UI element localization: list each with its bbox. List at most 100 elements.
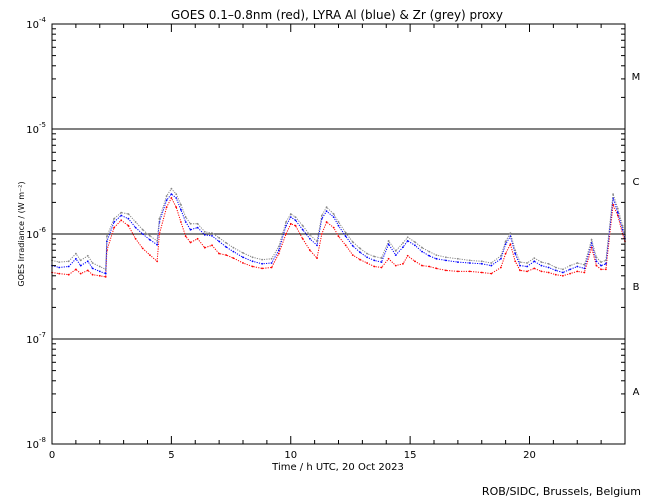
series-point xyxy=(225,254,228,256)
series-point xyxy=(232,246,235,249)
series-point xyxy=(170,197,173,199)
series-point xyxy=(67,260,70,263)
series-point xyxy=(421,246,423,249)
series-point xyxy=(435,267,438,270)
series-point xyxy=(428,265,431,268)
series-point xyxy=(519,261,521,263)
series-point xyxy=(218,236,221,239)
series-point xyxy=(569,268,571,271)
series-point xyxy=(325,206,328,209)
series-point xyxy=(569,272,571,275)
series-point xyxy=(612,193,614,196)
series-point xyxy=(500,266,502,269)
series-point xyxy=(203,230,206,233)
credit-text: ROB/SIDC, Brussels, Belgium xyxy=(482,485,641,498)
series-point xyxy=(225,246,228,249)
series-point xyxy=(134,226,137,229)
series-point xyxy=(106,235,108,238)
series-point xyxy=(337,224,340,227)
series-point xyxy=(175,193,178,196)
series-point xyxy=(156,260,159,263)
series-point xyxy=(387,257,390,260)
series-point xyxy=(149,238,151,241)
series-1 xyxy=(51,193,626,275)
series-point xyxy=(414,244,416,247)
series-point xyxy=(149,235,151,237)
series-point xyxy=(309,234,311,236)
series-point xyxy=(270,257,273,260)
series-point xyxy=(189,228,192,231)
series-2 xyxy=(51,187,626,271)
series-point xyxy=(373,259,376,262)
series-point xyxy=(562,271,564,274)
series-point xyxy=(242,262,244,264)
series-point xyxy=(380,257,383,259)
flare-class-label: B xyxy=(633,282,640,293)
series-point xyxy=(428,250,431,253)
series-point xyxy=(79,272,82,275)
series-point xyxy=(325,221,328,223)
series-point xyxy=(106,240,108,243)
series-point xyxy=(86,254,89,257)
series-point xyxy=(127,217,130,220)
series-point xyxy=(180,221,182,223)
series-point xyxy=(490,262,493,264)
series-point xyxy=(175,197,178,199)
series-point xyxy=(583,263,586,266)
series-point xyxy=(294,224,297,227)
series-point xyxy=(277,245,280,248)
series-point xyxy=(421,264,423,267)
series-point xyxy=(428,254,431,257)
series-point xyxy=(583,271,586,274)
series-point xyxy=(468,262,471,264)
series-point xyxy=(203,234,206,236)
series-point xyxy=(605,259,607,262)
series-point xyxy=(457,257,459,260)
series-point xyxy=(316,240,318,243)
series-point xyxy=(289,222,292,225)
series-point xyxy=(316,244,318,247)
series-point xyxy=(547,262,550,265)
series-point xyxy=(533,267,536,270)
series-point xyxy=(180,208,182,211)
series-point xyxy=(402,246,404,249)
series-point xyxy=(480,262,483,265)
series-point xyxy=(79,264,82,267)
series-point xyxy=(203,246,206,249)
series-point xyxy=(380,261,383,263)
series-point xyxy=(58,272,61,275)
series-point xyxy=(91,267,94,270)
series-point xyxy=(232,257,235,259)
series-point xyxy=(509,232,512,235)
series-point xyxy=(134,237,137,240)
series-point xyxy=(616,211,619,214)
series-point xyxy=(277,249,280,252)
series-point xyxy=(242,252,244,254)
series-point xyxy=(104,276,107,278)
series-point xyxy=(301,224,304,227)
series-point xyxy=(285,233,287,235)
series-point xyxy=(189,222,192,225)
series-point xyxy=(406,254,409,257)
series-point xyxy=(261,258,263,261)
series-point xyxy=(509,243,512,246)
y-tick-label: 10-8 xyxy=(26,436,46,451)
series-point xyxy=(184,216,187,219)
series-point xyxy=(576,265,579,268)
series-point xyxy=(562,268,564,271)
series-point xyxy=(127,213,130,215)
series-point xyxy=(184,235,187,238)
series-point xyxy=(294,216,297,219)
series-line xyxy=(51,187,626,271)
flare-class-label: M xyxy=(632,72,641,83)
series-point xyxy=(344,231,347,234)
series-point xyxy=(86,260,89,263)
series-point xyxy=(402,262,404,265)
series-point xyxy=(165,199,168,202)
series-point xyxy=(504,240,507,243)
series-point xyxy=(127,224,130,227)
series-point xyxy=(337,221,340,223)
series-point xyxy=(394,250,397,252)
series-point xyxy=(251,256,254,259)
series-point xyxy=(91,262,94,264)
